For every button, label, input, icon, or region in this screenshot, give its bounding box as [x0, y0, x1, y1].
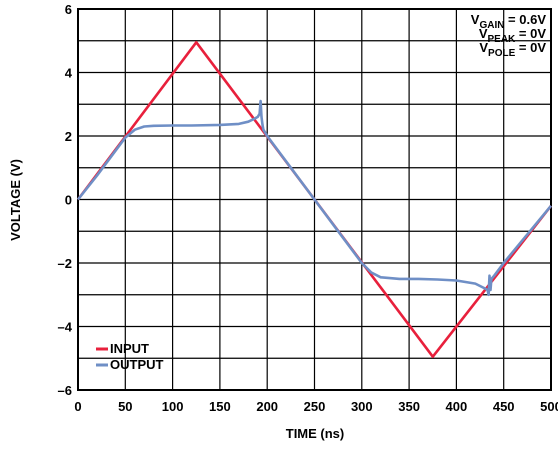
x-tick-label: 100 [162, 399, 184, 414]
x-tick-labels: 0 50 100 150 200 250 300 350 400 450 500 [74, 399, 558, 414]
grid-lines [78, 9, 551, 390]
legend-label-input: INPUT [110, 341, 149, 356]
x-tick-label: 0 [74, 399, 81, 414]
annotation-pole: VPOLE = 0V [479, 40, 546, 59]
y-tick-label: 0 [65, 193, 72, 208]
x-tick-label: 300 [351, 399, 373, 414]
annotation-gain: VGAIN = 0.6V [471, 12, 547, 31]
x-tick-label: 200 [256, 399, 278, 414]
y-tick-label: 4 [65, 66, 73, 81]
series-line-output [76, 99, 553, 297]
series-layer [76, 40, 553, 359]
y-tick-label: –2 [58, 256, 72, 271]
x-tick-label: 350 [398, 399, 420, 414]
legend-label-output: OUTPUT [110, 357, 164, 372]
x-tick-label: 250 [304, 399, 326, 414]
x-axis-label: TIME (ns) [286, 426, 345, 441]
y-tick-label: 2 [65, 129, 72, 144]
x-tick-label: 500 [540, 399, 558, 414]
y-tick-label: 6 [65, 2, 72, 17]
y-tick-labels: 6 4 2 0 –2 –4 –6 [58, 2, 73, 398]
y-tick-label: –6 [58, 383, 72, 398]
x-tick-label: 150 [209, 399, 231, 414]
x-tick-label: 450 [493, 399, 515, 414]
y-tick-label: –4 [58, 320, 73, 335]
annotation-peak: VPEAK = 0V [479, 26, 547, 45]
y-axis-label: VOLTAGE (V) [8, 159, 23, 241]
x-tick-label: 50 [118, 399, 132, 414]
x-tick-label: 400 [446, 399, 468, 414]
